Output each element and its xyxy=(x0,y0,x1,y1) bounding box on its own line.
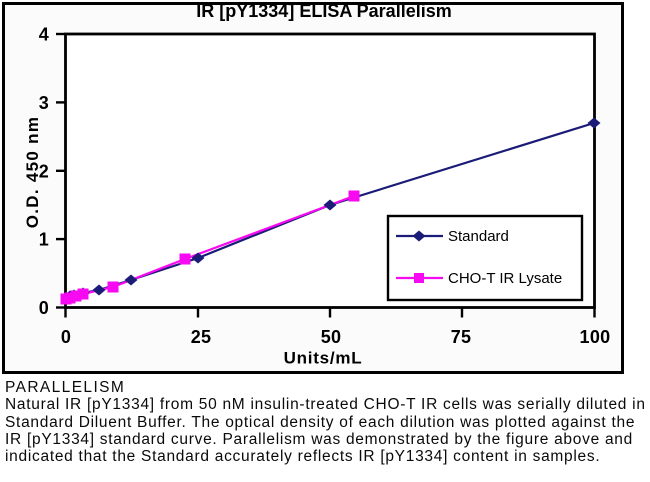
svg-text:1: 1 xyxy=(39,230,49,250)
svg-text:25: 25 xyxy=(191,327,212,347)
svg-text:0: 0 xyxy=(61,327,71,347)
svg-text:100: 100 xyxy=(580,327,611,347)
svg-text:CHO-T IR Lysate: CHO-T IR Lysate xyxy=(448,270,562,287)
svg-text:Standard: Standard xyxy=(448,228,509,245)
svg-text:IR [pY1334] ELISA Parallelism: IR [pY1334] ELISA Parallelism xyxy=(196,1,451,21)
svg-text:3: 3 xyxy=(39,93,49,113)
svg-text:75: 75 xyxy=(451,327,472,347)
svg-text:O.D. 450 nm: O.D. 450 nm xyxy=(23,116,42,229)
svg-text:Units/mL: Units/mL xyxy=(284,349,363,368)
svg-text:2: 2 xyxy=(39,161,49,181)
svg-text:50: 50 xyxy=(321,327,342,347)
svg-text:0: 0 xyxy=(39,298,49,318)
svg-text:4: 4 xyxy=(39,25,49,45)
